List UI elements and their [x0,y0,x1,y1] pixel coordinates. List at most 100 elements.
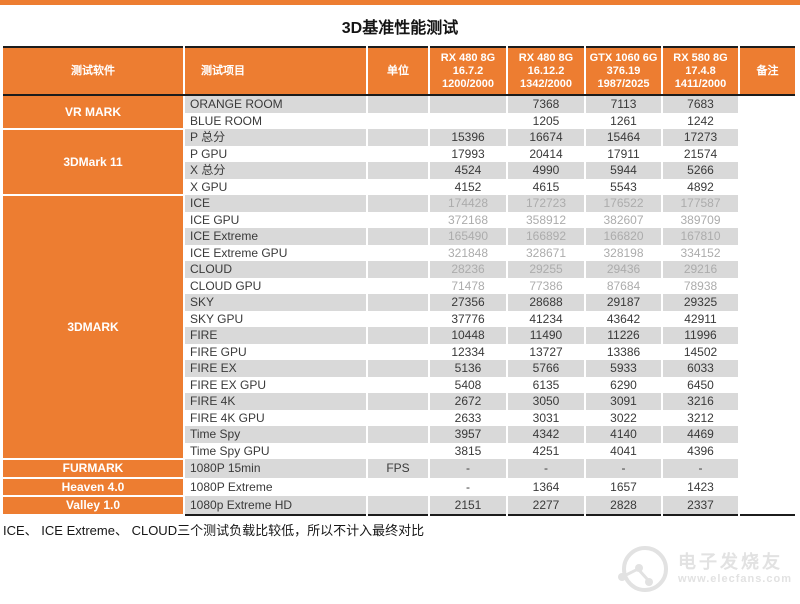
footnote: ICE、 ICE Extreme、 CLOUD三个测试负载比较低，所以不计入最终… [3,522,425,538]
remark-cell [739,178,795,195]
value-cell: 17911 [585,145,663,162]
test-item-cell: FIRE 4K GPU [184,409,368,426]
table-row: Time Spy GPU 3815 4251 4041 4396 [3,442,795,459]
gpu-header-line: GTX 1060 6G [589,51,658,64]
remark-cell [739,459,795,478]
page-title: 3D基准性能测试 [341,20,459,37]
remark-cell [739,310,795,327]
unit-cell [367,244,430,261]
value-cell: 15396 [429,129,508,146]
col-header-gpu: RX 480 8G 16.12.2 1342/2000 [507,47,586,96]
remark-cell [739,360,795,377]
table-row: FIRE 10448 11490 11226 11996 [3,327,795,344]
table-row: CLOUD GPU 71478 77386 87684 78938 [3,277,795,294]
value-cell: 27356 [429,294,508,311]
table-row: FURMARK 1080P 15min FPS - - - - [3,459,795,479]
table-row: Time Spy 3957 4342 4140 4469 [3,426,795,443]
remark-cell [739,294,795,311]
value-cell: 17993 [429,145,508,162]
value-cell: 5408 [429,376,508,393]
value-cell: 334152 [662,244,740,261]
remark-cell [739,95,795,113]
remark-cell [739,277,795,294]
value-cell: - [662,459,740,478]
value-cell: 4469 [662,426,740,443]
table-row: SKY GPU 37776 41234 43642 42911 [3,310,795,327]
value-cell: 328198 [585,244,663,261]
table-row: CLOUD 28236 29255 29436 29216 [3,261,795,278]
value-cell: 14502 [662,343,740,360]
remark-cell [739,244,795,261]
benchmark-table-wrap: 测试软件 测试项目 单位 RX 480 8G 16.7.2 1200/2000 RX 480… [3,46,797,516]
table-row: FIRE 4K GPU 2633 3031 3022 3212 [3,409,795,426]
value-cell: 6135 [507,376,586,393]
value-cell: 321848 [429,244,508,261]
gpu-header-line: 1987/2025 [597,77,650,90]
value-cell: 4152 [429,178,508,195]
value-cell: 2151 [429,496,508,515]
value-cell: 358912 [507,211,586,228]
value-cell: 78938 [662,277,740,294]
remark-cell [739,343,795,360]
value-cell: 43642 [585,310,663,327]
test-item-cell: CLOUD [184,261,368,278]
test-item-cell: 1080P 15min [184,459,368,478]
value-cell: - [585,459,663,478]
remark-cell [739,426,795,443]
value-cell: 4615 [507,178,586,195]
value-cell: 2633 [429,409,508,426]
test-item-cell: ICE [184,195,368,212]
remark-cell [739,477,795,496]
header-row: 测试软件 测试项目 单位 RX 480 8G 16.7.2 1200/2000 RX 480… [3,47,795,96]
gpu-header-line: RX 580 8G [673,51,728,64]
remark-cell [739,261,795,278]
value-cell: 29187 [585,294,663,311]
group-cell: 3DMARK [3,195,185,460]
value-cell: 1205 [507,112,586,129]
value-cell: 87684 [585,277,663,294]
value-cell: 3815 [429,442,508,459]
col-header-unit: 单位 [367,47,430,96]
value-cell: 11226 [585,327,663,344]
value-cell [429,95,508,113]
value-cell: 2277 [507,496,586,515]
value-cell: 41234 [507,310,586,327]
test-item-cell: ICE Extreme [184,228,368,245]
elecfans-logo-icon [617,546,668,592]
value-cell: 6290 [585,376,663,393]
value-cell: 1242 [662,112,740,129]
table-row: FIRE EX 5136 5766 5933 6033 [3,360,795,377]
unit-cell [367,409,430,426]
unit-cell [367,376,430,393]
unit-cell [367,426,430,443]
value-cell: 166892 [507,228,586,245]
value-cell: 5266 [662,162,740,179]
value-cell: 42911 [662,310,740,327]
test-item-cell: FIRE 4K [184,393,368,410]
value-cell: 372168 [429,211,508,228]
value-cell: - [507,459,586,478]
table-row: SKY 27356 28688 29187 29325 [3,294,795,311]
value-cell: 21574 [662,145,740,162]
value-cell: 382607 [585,211,663,228]
value-cell: 4140 [585,426,663,443]
table-row: 3DMARK ICE 174428 172723 176522 177587 [3,195,795,460]
table-row: X GPU 4152 4615 5543 4892 [3,178,795,195]
watermark: 电子发烧友 www.elecfans.com [617,542,792,596]
test-item-cell: ORANGE ROOM [184,95,368,113]
remark-cell [739,376,795,393]
value-cell: 20414 [507,145,586,162]
test-item-cell: CLOUD GPU [184,277,368,294]
value-cell: 6450 [662,376,740,393]
gpu-header-line: 17.4.8 [685,64,716,77]
table-row: FIRE GPU 12334 13727 13386 14502 [3,343,795,360]
value-cell: 7368 [507,95,586,113]
value-cell: 3050 [507,393,586,410]
unit-cell [367,343,430,360]
table-row: Valley 1.0 1080p Extreme HD 2151 2277 2828 23… [3,496,795,516]
table-row: ICE GPU 372168 358912 382607 389709 [3,211,795,228]
test-item-cell: P 总分 [184,129,368,146]
group-cell: VR MARK [3,95,185,130]
table-header: 测试软件 测试项目 单位 RX 480 8G 16.7.2 1200/2000 RX 480… [3,47,795,96]
test-item-cell: Time Spy GPU [184,442,368,459]
